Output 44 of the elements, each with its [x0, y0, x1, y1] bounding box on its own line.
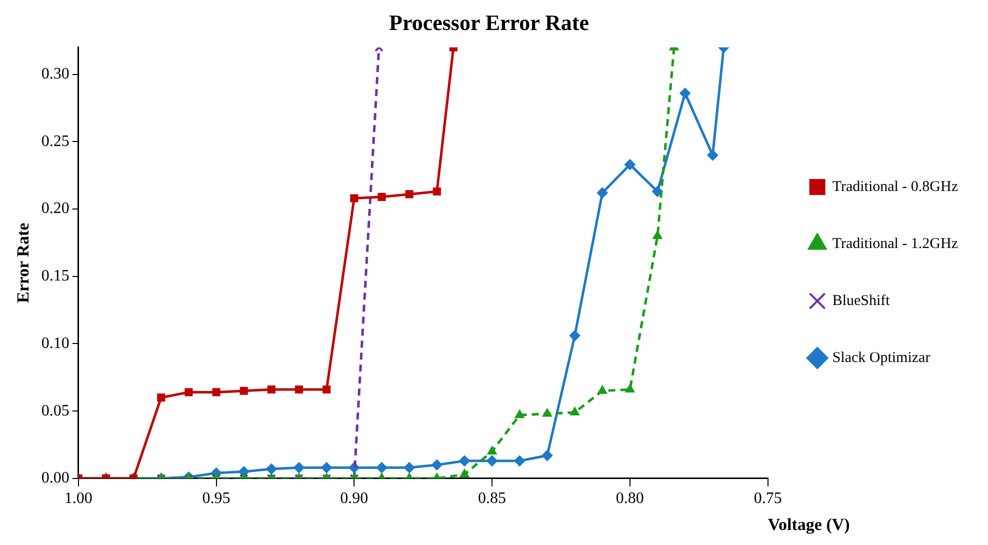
point	[624, 159, 636, 170]
point	[212, 388, 220, 396]
x-tick-label: 0.90	[340, 490, 368, 508]
y-tick-label: 0.30	[41, 66, 70, 83]
x-tick-label: 1.00	[64, 490, 92, 508]
point	[184, 388, 193, 396]
point	[514, 410, 524, 418]
point	[652, 230, 662, 239]
y-tick-label: 0.15	[41, 268, 70, 285]
x-tick-label: 0.95	[202, 490, 230, 508]
point	[542, 408, 552, 417]
y-tick-label: 0.25	[41, 132, 70, 150]
point	[460, 468, 470, 478]
point	[378, 192, 386, 201]
x-axis-title: Voltage (V)	[768, 515, 850, 534]
point	[267, 385, 276, 394]
x-tick-label: 0.80	[616, 490, 644, 508]
point	[569, 330, 580, 342]
y-tick-label: 0.00	[41, 470, 70, 487]
point	[625, 384, 635, 393]
point	[707, 150, 718, 161]
point	[432, 187, 441, 196]
point	[570, 406, 580, 416]
point	[322, 385, 331, 394]
point	[294, 385, 304, 394]
point	[487, 446, 497, 454]
x-tick-label: 0.85	[478, 490, 506, 508]
point	[405, 190, 414, 198]
point	[652, 186, 664, 198]
point	[350, 194, 358, 202]
y-tick-label: 0.20	[41, 200, 70, 218]
legend-label: Traditional - 1.2GHz	[832, 236, 958, 252]
y-axis-title: Error Rate	[14, 222, 33, 303]
x-tick-label: 0.75	[754, 490, 782, 508]
point	[240, 386, 248, 395]
point	[680, 88, 691, 99]
legend-label: BlueShift	[832, 292, 891, 309]
y-tick-label: 0.10	[41, 334, 70, 352]
legend-label: Traditional - 0.8GHz	[832, 178, 958, 195]
y-tick-label: 0.05	[41, 402, 70, 420]
point	[596, 187, 608, 198]
point	[598, 385, 608, 394]
legend-label: Slack Optimizar	[832, 350, 930, 366]
chart-title: Processor Error Rate	[389, 10, 590, 35]
